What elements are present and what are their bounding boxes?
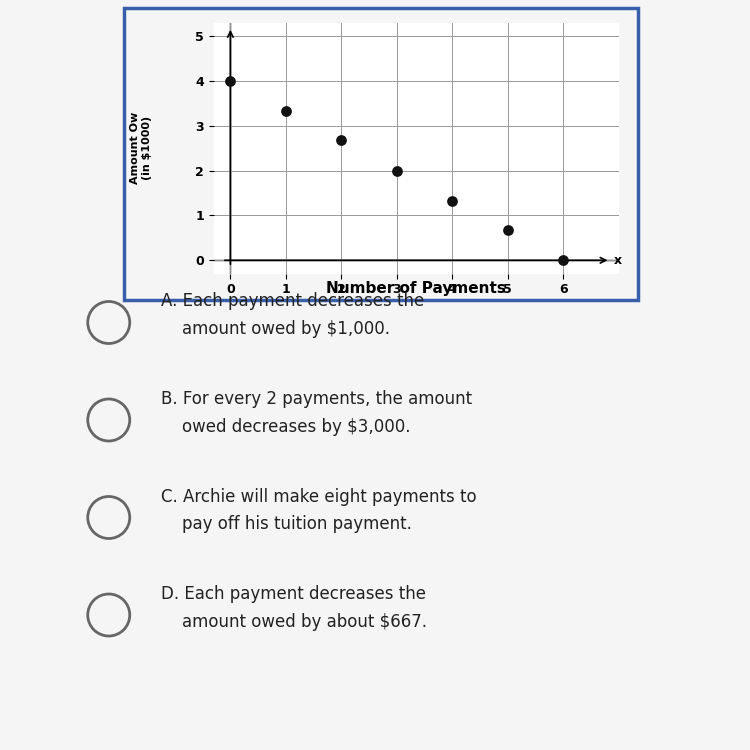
- Text: pay off his tuition payment.: pay off his tuition payment.: [161, 515, 413, 533]
- Text: A. Each payment decreases the: A. Each payment decreases the: [161, 292, 424, 310]
- Text: B. For every 2 payments, the amount: B. For every 2 payments, the amount: [161, 390, 472, 408]
- Text: x: x: [614, 254, 622, 267]
- Point: [446, 194, 458, 206]
- Text: owed decreases by $3,000.: owed decreases by $3,000.: [161, 418, 411, 436]
- Point: [280, 105, 292, 117]
- Text: Number of Payments: Number of Payments: [326, 281, 506, 296]
- Text: amount owed by about $667.: amount owed by about $667.: [161, 613, 428, 631]
- Point: [335, 134, 347, 146]
- Text: Amount Ow
(in $1000): Amount Ow (in $1000): [130, 112, 152, 184]
- Point: [557, 254, 569, 266]
- Point: [224, 75, 236, 87]
- Text: amount owed by $1,000.: amount owed by $1,000.: [161, 320, 390, 338]
- Point: [502, 224, 514, 236]
- Text: C. Archie will make eight payments to: C. Archie will make eight payments to: [161, 488, 477, 506]
- Point: [391, 164, 403, 176]
- Text: D. Each payment decreases the: D. Each payment decreases the: [161, 585, 426, 603]
